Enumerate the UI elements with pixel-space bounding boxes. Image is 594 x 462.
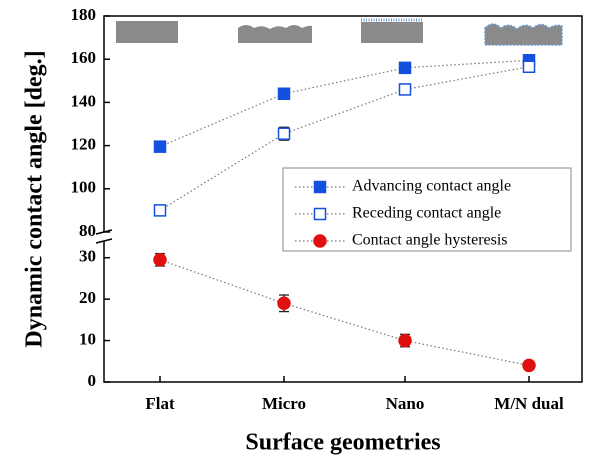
series-line bbox=[160, 260, 529, 366]
y-axis-label: Dynamic contact angle [deg.] bbox=[22, 50, 48, 347]
y-tick-label: 120 bbox=[71, 135, 97, 154]
surface-icons bbox=[116, 20, 562, 45]
y-tick-label: 20 bbox=[79, 288, 96, 307]
marker bbox=[154, 254, 166, 266]
y-tick-label: 140 bbox=[71, 91, 97, 110]
marker bbox=[524, 61, 535, 72]
y-tick-label: 80 bbox=[79, 221, 96, 240]
legend-label: Contact angle hysteresis bbox=[352, 232, 508, 249]
y-tick-label: 0 bbox=[88, 371, 97, 390]
marker bbox=[523, 359, 535, 371]
x-tick-label: Micro bbox=[262, 394, 306, 413]
marker bbox=[400, 84, 411, 95]
series bbox=[155, 55, 535, 152]
y-tick-label: 30 bbox=[79, 247, 96, 266]
y-tick-label: 180 bbox=[71, 5, 97, 24]
legend-label: Receding contact angle bbox=[352, 205, 501, 222]
legend-label: Advancing contact angle bbox=[352, 178, 511, 195]
marker bbox=[278, 297, 290, 309]
chart: Dynamic contact angle [deg.] Surface geo… bbox=[0, 0, 594, 462]
x-tick-label: Flat bbox=[145, 394, 175, 413]
marker bbox=[314, 235, 326, 247]
x-axis-label: Surface geometries bbox=[245, 430, 440, 456]
y-tick-label: 160 bbox=[71, 48, 97, 67]
marker bbox=[279, 88, 290, 99]
x-tick-label: Nano bbox=[386, 394, 425, 413]
marker bbox=[279, 128, 290, 139]
marker bbox=[155, 205, 166, 216]
y-tick-label: 100 bbox=[71, 178, 97, 197]
x-tick-label: M/N dual bbox=[494, 394, 564, 413]
marker bbox=[399, 335, 411, 347]
marker bbox=[400, 62, 411, 73]
y-tick-label: 10 bbox=[79, 329, 96, 348]
marker bbox=[155, 141, 166, 152]
series bbox=[154, 254, 535, 372]
marker bbox=[315, 182, 326, 193]
marker bbox=[315, 209, 326, 220]
series-line bbox=[160, 60, 529, 146]
